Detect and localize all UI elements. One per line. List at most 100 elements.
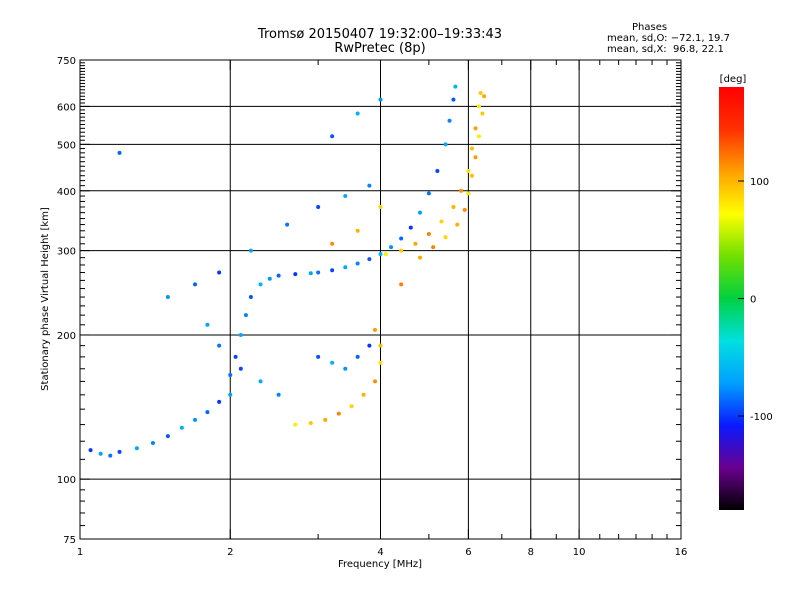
x-mode-point [482,94,487,99]
o-mode-point [134,446,139,451]
x-mode-point [399,248,404,253]
y-tick-label: 400 [57,187,76,198]
o-mode-point [389,245,394,250]
chart-title: Tromsø 20150407 19:32:00–19:33:43 [257,27,503,42]
x-mode-point [455,222,460,227]
x-tick-label: 6 [465,547,471,558]
o-mode-point [217,399,222,404]
x-tick-label: 10 [573,547,586,558]
o-mode-point [248,295,253,300]
axis-ticks: 1 2 4 6 8 10 16 75 100 200 300 400 500 600 750 [57,56,687,558]
x-mode-point [330,241,335,246]
y-tick-label: 750 [57,56,76,67]
o-mode-point [258,379,263,384]
x-tick-label: 4 [377,547,383,558]
x-mode-point [469,146,474,151]
x-mode-point [378,343,383,348]
o-mode-point [367,343,372,348]
x-tick-label: 8 [528,547,534,558]
x-mode-point [373,379,378,384]
data-points [88,84,487,458]
x-mode-point [355,228,360,233]
o-mode-point [418,210,423,215]
x-mode-point [476,104,481,109]
phase-stats-heading: Phases [632,22,668,33]
o-mode-point [267,276,272,281]
o-mode-point [451,97,456,102]
x-mode-point [476,134,481,139]
x-mode-point [378,360,383,365]
x-mode-point [469,173,474,178]
o-mode-point [217,270,222,275]
colorbar-ticks: 100 0 -100 [738,177,773,423]
y-tick-label: 500 [57,140,76,151]
x-mode-point [413,241,418,246]
x-mode-point [399,282,404,287]
o-mode-point [378,252,383,257]
o-mode-point [316,354,321,359]
x-axis-title: Frequency [MHz] [338,559,422,570]
chart-subtitle: RwPretec (8p) [334,41,426,56]
x-tick-label: 2 [227,547,233,558]
o-mode-point [399,236,404,241]
x-mode-point [383,252,388,257]
o-mode-point [243,313,248,318]
x-mode-point [378,204,383,209]
x-mode-point [418,255,423,260]
x-mode-point [426,231,431,236]
x-mode-point [443,235,448,240]
o-mode-point [367,183,372,188]
o-mode-point [117,449,122,454]
o-mode-point [258,282,263,287]
o-mode-point [248,248,253,253]
y-tick-label: 200 [57,331,76,342]
o-mode-point [408,225,413,230]
o-mode-point [233,354,238,359]
o-mode-point [293,272,298,277]
x-mode-point [466,168,471,173]
colorbar-label: [deg] [720,74,747,85]
x-mode-point [478,90,483,95]
o-mode-point [98,451,103,456]
x-tick-label: 16 [675,547,688,558]
o-mode-point [426,191,431,196]
o-mode-point [355,111,360,116]
x-tick-label: 1 [77,547,83,558]
x-mode-point [373,327,378,332]
o-mode-point [238,366,243,371]
o-mode-point [228,392,233,397]
o-mode-point [367,257,372,262]
o-mode-point [150,440,155,445]
o-mode-point [205,322,210,327]
o-mode-point [343,265,348,270]
o-mode-point [285,222,290,227]
o-mode-point [355,261,360,266]
o-mode-point [330,134,335,139]
x-mode-point [336,411,341,416]
o-mode-point [88,448,93,453]
colorbar-tick-label: -100 [750,412,773,423]
x-mode-point [466,191,471,196]
o-mode-point [447,118,452,123]
o-mode-point [343,194,348,199]
x-mode-point [459,188,464,193]
phase-stats-o: mean, sd,O: −72.1, 19.7 [607,33,730,44]
x-mode-point [293,422,298,427]
o-mode-point [276,273,281,278]
x-mode-point [323,417,328,422]
grid-lines [80,60,681,539]
x-mode-point [349,404,354,409]
o-mode-point [238,332,243,337]
o-mode-point [308,271,313,276]
o-mode-point [193,282,198,287]
o-mode-point [179,425,184,430]
o-mode-point [193,417,198,422]
o-mode-point [330,360,335,365]
y-axis-title: Stationary phase Virtual Height [km] [40,207,51,391]
o-mode-point [205,410,210,415]
y-tick-label: 600 [57,102,76,113]
x-mode-point [431,245,436,250]
o-mode-point [276,392,281,397]
y-tick-label: 100 [57,475,76,486]
